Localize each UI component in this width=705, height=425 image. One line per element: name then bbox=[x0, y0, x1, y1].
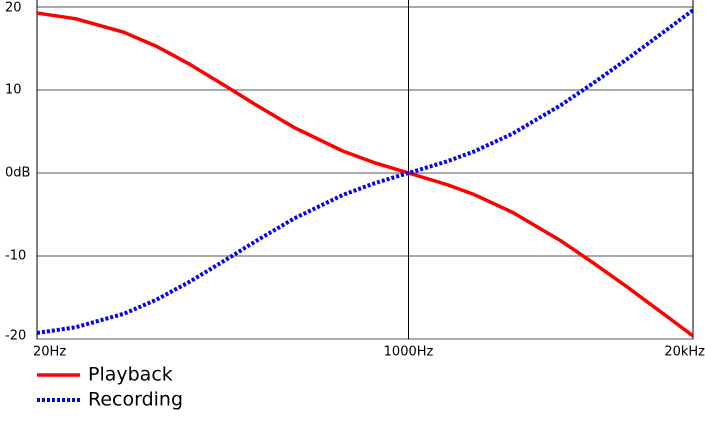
y-tick-label: 10 bbox=[5, 83, 22, 98]
legend-label: Recording bbox=[88, 389, 183, 411]
data-line bbox=[36, 11, 695, 338]
x-tick-label: 20kHz bbox=[664, 345, 705, 360]
x-tick-label: 1000Hz bbox=[384, 345, 434, 360]
y-tick-label: -20 bbox=[5, 329, 26, 344]
y-tick-label: -10 bbox=[5, 249, 26, 264]
y-tick-label: 0dB bbox=[5, 166, 30, 181]
legend-label: Playback bbox=[88, 364, 173, 386]
y-tick-label: 20 bbox=[5, 1, 22, 16]
data-line bbox=[36, 8, 695, 335]
x-tick-label: 20Hz bbox=[33, 345, 66, 360]
